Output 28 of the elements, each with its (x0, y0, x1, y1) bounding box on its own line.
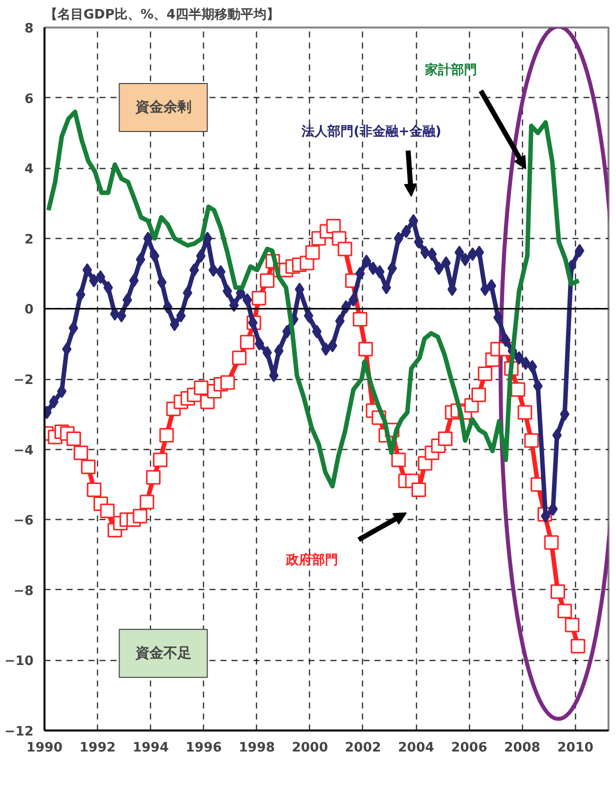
x-tick-label: 2002 (344, 740, 382, 756)
chart-title: 【名目GDP比、%、4四半期移動平均】 (44, 6, 280, 22)
text: 政府部門 (284, 552, 338, 568)
y-tick-label: −8 (14, 584, 34, 599)
y-tick-label: 0 (24, 302, 34, 318)
x-tick-label: 2008 (504, 740, 540, 756)
y-tick-label: −2 (14, 373, 34, 388)
x-tick-label: 2010 (557, 740, 594, 756)
y-tick-label: 4 (24, 162, 34, 178)
x-tick-label: 1998 (238, 740, 275, 756)
annotation: 資金余剰 (134, 100, 192, 116)
y-tick-label: −10 (4, 654, 34, 670)
x-tick-label: 1996 (186, 740, 222, 756)
y-tick-label: −6 (14, 514, 34, 529)
x-tick-label: 1992 (79, 740, 116, 756)
annotation: 資金不足 (134, 645, 192, 662)
y-tick-label: −12 (4, 724, 34, 740)
text: 家計部門 (424, 62, 478, 78)
x-tick-label: 1994 (132, 740, 169, 756)
x-tick-label: 2006 (451, 740, 488, 756)
x-tick-label: 1990 (26, 740, 63, 756)
text: 法人部門(非金融+金融) (300, 123, 442, 140)
y-tick-label: −4 (14, 443, 34, 458)
x-tick-label: 2000 (292, 740, 328, 756)
x-tick-label: 2004 (398, 740, 434, 756)
y-tick-label: 6 (24, 92, 34, 107)
y-tick-label: 2 (24, 232, 34, 248)
y-tick-label: 8 (24, 22, 34, 36)
